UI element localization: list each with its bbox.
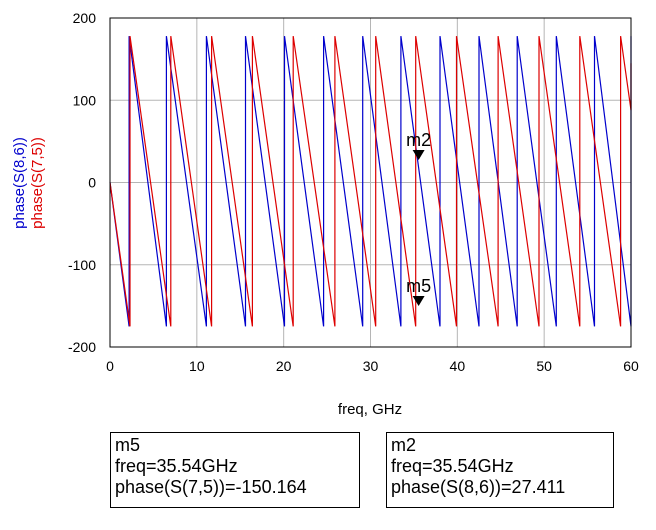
x-tick-label: 20 [276, 358, 292, 374]
readout-m2-freq: freq=35.54GHz [391, 456, 514, 476]
x-tick-label: 0 [106, 358, 114, 374]
marker-m5-triangle [412, 296, 425, 307]
marker-m2-triangle [412, 149, 425, 160]
marker-m5-label: m5 [406, 276, 431, 296]
readout-m5-value: phase(S(7,5))=-150.164 [115, 477, 307, 497]
tick-labels: 0 10 20 30 40 50 60 -200 -100 0 100 200 [68, 10, 639, 374]
x-tick-label: 40 [450, 358, 466, 374]
y-axis-title-s75: phase(S(7,5)) [29, 137, 46, 229]
marker-readout-m2: m2 freq=35.54GHz phase(S(8,6))=27.411 [386, 432, 614, 508]
x-axis-title: freq, GHz [338, 401, 402, 418]
y-tick-label: 100 [73, 92, 97, 108]
readout-m5-title: m5 [115, 435, 141, 455]
plot-frame [109, 17, 632, 348]
x-tick-label: 30 [363, 358, 379, 374]
readout-m2-value: phase(S(8,6))=27.411 [391, 477, 566, 497]
x-tick-label: 10 [189, 358, 205, 374]
markers: m2 m5 [406, 130, 431, 307]
y-axis-title-s86: phase(S(8,6)) [11, 137, 28, 229]
x-tick-label: 60 [623, 358, 639, 374]
x-tick-label: 50 [536, 358, 552, 374]
phase-chart: 0 10 20 30 40 50 60 -200 -100 0 100 200 m2 m5 freq, … [11, 10, 639, 418]
series-layer [109, 36, 632, 327]
readout-m5-freq: freq=35.54GHz [115, 456, 238, 476]
y-tick-label: -200 [68, 339, 96, 355]
series-line-s75 [109, 36, 632, 327]
marker-readout-m5: m5 freq=35.54GHz phase(S(7,5))=-150.164 [110, 432, 360, 508]
y-tick-label: -100 [68, 257, 96, 273]
y-tick-label: 200 [73, 10, 97, 26]
series-line-s86 [109, 36, 632, 327]
readout-m2-title: m2 [391, 435, 417, 455]
y-tick-label: 0 [88, 175, 96, 191]
marker-m2-label: m2 [406, 130, 431, 150]
